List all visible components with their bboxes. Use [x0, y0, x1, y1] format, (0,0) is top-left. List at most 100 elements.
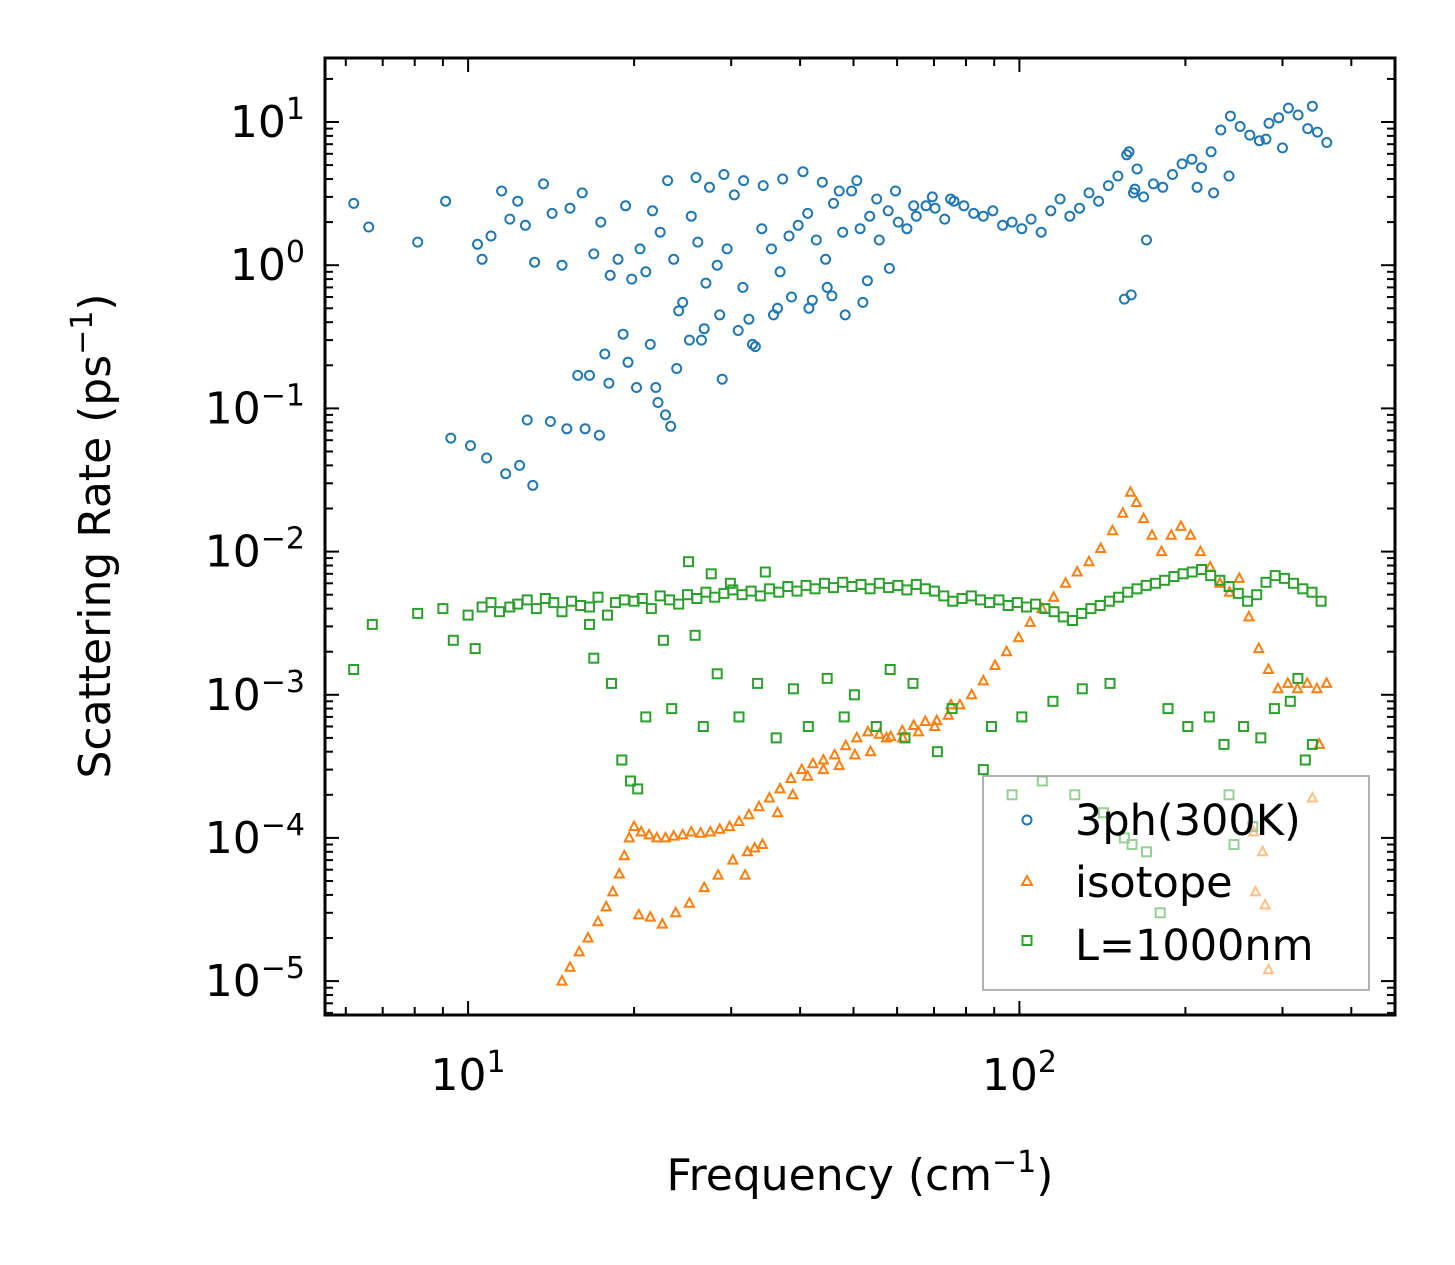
data-point [1124, 485, 1137, 497]
data-point [1223, 581, 1235, 592]
y-tick-label-exp: −1 [261, 378, 305, 413]
data-point [759, 566, 771, 578]
data-point [1232, 587, 1244, 599]
data-point [910, 210, 922, 222]
data-point [713, 822, 726, 834]
data-point [591, 914, 605, 927]
data-point [1218, 738, 1230, 750]
data-point [1208, 187, 1220, 199]
data-point [652, 397, 664, 408]
data-point [711, 259, 723, 271]
data-point [538, 178, 549, 190]
data-point [481, 452, 493, 464]
data-point [733, 711, 745, 723]
data-point [685, 210, 697, 222]
data-point [348, 197, 360, 209]
data-point [640, 711, 652, 723]
data-point [1141, 234, 1152, 246]
data-point [1205, 146, 1217, 158]
data-point [1284, 695, 1296, 707]
data-point [977, 210, 989, 222]
data-point [1067, 615, 1078, 626]
data-point [612, 253, 624, 265]
data-point [606, 884, 619, 897]
data-point [756, 223, 768, 235]
data-point [1138, 191, 1150, 203]
data-point [1191, 181, 1203, 193]
series-1 [555, 485, 1333, 986]
data-point [756, 837, 769, 849]
data-point [1102, 180, 1114, 192]
axes-frame [323, 56, 1397, 1017]
data-point [723, 819, 736, 832]
data-point [584, 601, 595, 613]
data-point [1024, 615, 1037, 627]
y-tick-label: 10−3 [205, 665, 305, 721]
data-point [738, 867, 752, 880]
x-tick-label-base: 10 [431, 1050, 487, 1101]
data-point [1244, 129, 1256, 141]
data-point [1292, 109, 1304, 121]
data-point [1238, 721, 1250, 732]
data-point [795, 762, 808, 775]
legend-box [982, 775, 1370, 991]
data-point [645, 603, 657, 615]
data-point [1299, 754, 1311, 766]
x-tick-label: 101 [431, 1045, 506, 1101]
x-axis-label-text: Frequency (cm [667, 1150, 993, 1201]
data-point [519, 219, 531, 231]
data-point [671, 363, 683, 374]
data-point [514, 459, 526, 471]
data-point [366, 618, 378, 630]
data-point [737, 281, 749, 293]
data-point [987, 205, 999, 217]
data-point [694, 826, 707, 838]
data-point [616, 754, 628, 766]
data-point [993, 594, 1005, 606]
data-point [1321, 137, 1333, 148]
data-point [627, 819, 641, 832]
data-point [714, 309, 726, 321]
data-point [440, 195, 452, 207]
data-point [659, 830, 672, 843]
data-point [1071, 564, 1084, 577]
y-axis-label-text: Scattering Rate (ps [70, 355, 121, 779]
x-axis-label-sup: −1 [992, 1145, 1036, 1180]
data-point [626, 273, 638, 285]
data-point [1182, 721, 1194, 732]
y-axis-label-close: ) [70, 293, 121, 310]
data-point [1155, 544, 1168, 557]
data-point [657, 634, 669, 646]
data-point [726, 852, 739, 865]
y-tick-label-exp: −2 [261, 522, 305, 557]
data-point [1006, 216, 1018, 228]
data-point [665, 420, 677, 432]
legend: 3ph(300K) isotope L=1000nm [982, 775, 1370, 991]
data-point [857, 296, 869, 308]
data-point [892, 216, 904, 228]
data-point [1311, 126, 1323, 138]
data-point [1016, 223, 1028, 235]
data-point [623, 830, 636, 843]
data-point [632, 783, 644, 795]
y-tick-label-base: 10 [205, 383, 261, 434]
data-point [348, 664, 360, 675]
x-axis-label: Frequency (cm−1) [667, 1145, 1054, 1201]
data-point [752, 799, 766, 812]
data-point [1291, 681, 1304, 694]
data-point [1082, 554, 1096, 567]
data-point [1251, 589, 1263, 601]
data-point [1167, 169, 1178, 180]
data-point [512, 195, 524, 207]
data-point [861, 724, 875, 737]
data-point [711, 867, 725, 880]
data-point [494, 606, 505, 618]
data-point [644, 909, 657, 922]
data-point [848, 747, 862, 760]
data-point [1112, 170, 1124, 182]
data-point [797, 166, 809, 178]
data-point [870, 721, 882, 732]
data-point [912, 724, 925, 737]
x-tick-label-exp: 1 [487, 1045, 506, 1080]
data-point [754, 590, 766, 602]
